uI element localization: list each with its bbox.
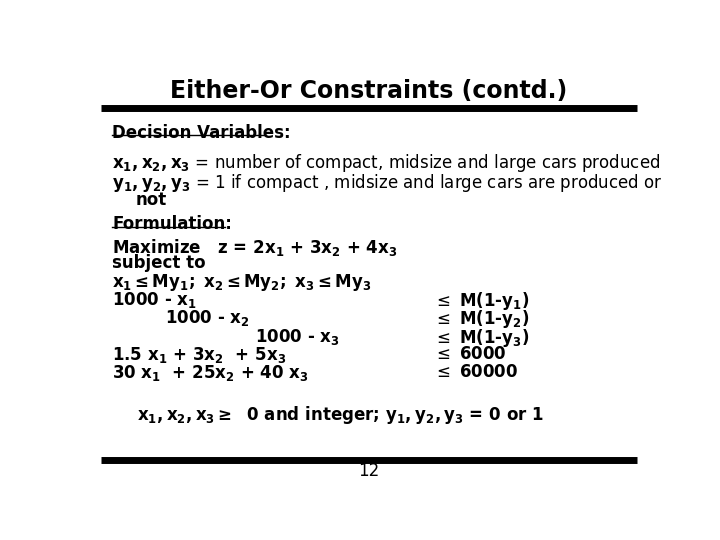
Text: $\mathbf{x_1 \leq My_1; \ x_2 \leq My_2; \ x_3 \leq My_3}$: $\mathbf{x_1 \leq My_1; \ x_2 \leq My_2;…	[112, 272, 372, 293]
Text: $\mathbf{x_1, x_2, x_3}$ = number of compact, midsize and large cars produced: $\mathbf{x_1, x_2, x_3}$ = number of com…	[112, 152, 661, 174]
Text: Either-Or Constraints (contd.): Either-Or Constraints (contd.)	[171, 79, 567, 103]
Text: Formulation:: Formulation:	[112, 215, 232, 233]
Text: $\leq$ M(1-$\mathbf{y_3}$): $\leq$ M(1-$\mathbf{y_3}$)	[433, 327, 530, 349]
Text: 1000 - $\mathbf{x_1}$: 1000 - $\mathbf{x_1}$	[112, 290, 197, 310]
Text: 30 $\mathbf{x_1}$  + 25$\mathbf{x_2}$ + 40 $\mathbf{x_3}$: 30 $\mathbf{x_1}$ + 25$\mathbf{x_2}$ + 4…	[112, 363, 309, 383]
Text: subject to: subject to	[112, 254, 206, 272]
Text: $\leq$ 6000: $\leq$ 6000	[433, 345, 507, 363]
Text: 1000 - $\mathbf{x_2}$: 1000 - $\mathbf{x_2}$	[166, 308, 250, 328]
Text: $\leq$ M(1-$\mathbf{y_2}$): $\leq$ M(1-$\mathbf{y_2}$)	[433, 308, 530, 330]
Text: $\mathbf{x_1, x_2, x_3 \geq}$  0 and integer; $\mathbf{y_1, y_2, y_3}$ = 0 or 1: $\mathbf{x_1, x_2, x_3 \geq}$ 0 and inte…	[138, 404, 544, 426]
Text: 12: 12	[359, 462, 379, 481]
Text: Maximize   z = 2$\mathbf{x_1}$ + 3$\mathbf{x_2}$ + 4$\mathbf{x_3}$: Maximize z = 2$\mathbf{x_1}$ + 3$\mathbf…	[112, 237, 397, 258]
Text: 1.5 $\mathbf{x_1}$ + 3$\mathbf{x_2}$  + 5$\mathbf{x_3}$: 1.5 $\mathbf{x_1}$ + 3$\mathbf{x_2}$ + 5…	[112, 345, 287, 365]
Text: $\leq$ M(1-$\mathbf{y_1}$): $\leq$ M(1-$\mathbf{y_1}$)	[433, 290, 530, 312]
Text: $\mathbf{y_1, y_2, y_3}$ = 1 if compact , midsize and large cars are produced or: $\mathbf{y_1, y_2, y_3}$ = 1 if compact …	[112, 172, 663, 194]
Text: not: not	[136, 191, 167, 209]
Text: $\leq$ 60000: $\leq$ 60000	[433, 363, 518, 381]
Text: Decision Variables:: Decision Variables:	[112, 124, 291, 142]
Text: 1000 - $\mathbf{x_3}$: 1000 - $\mathbf{x_3}$	[255, 327, 339, 347]
